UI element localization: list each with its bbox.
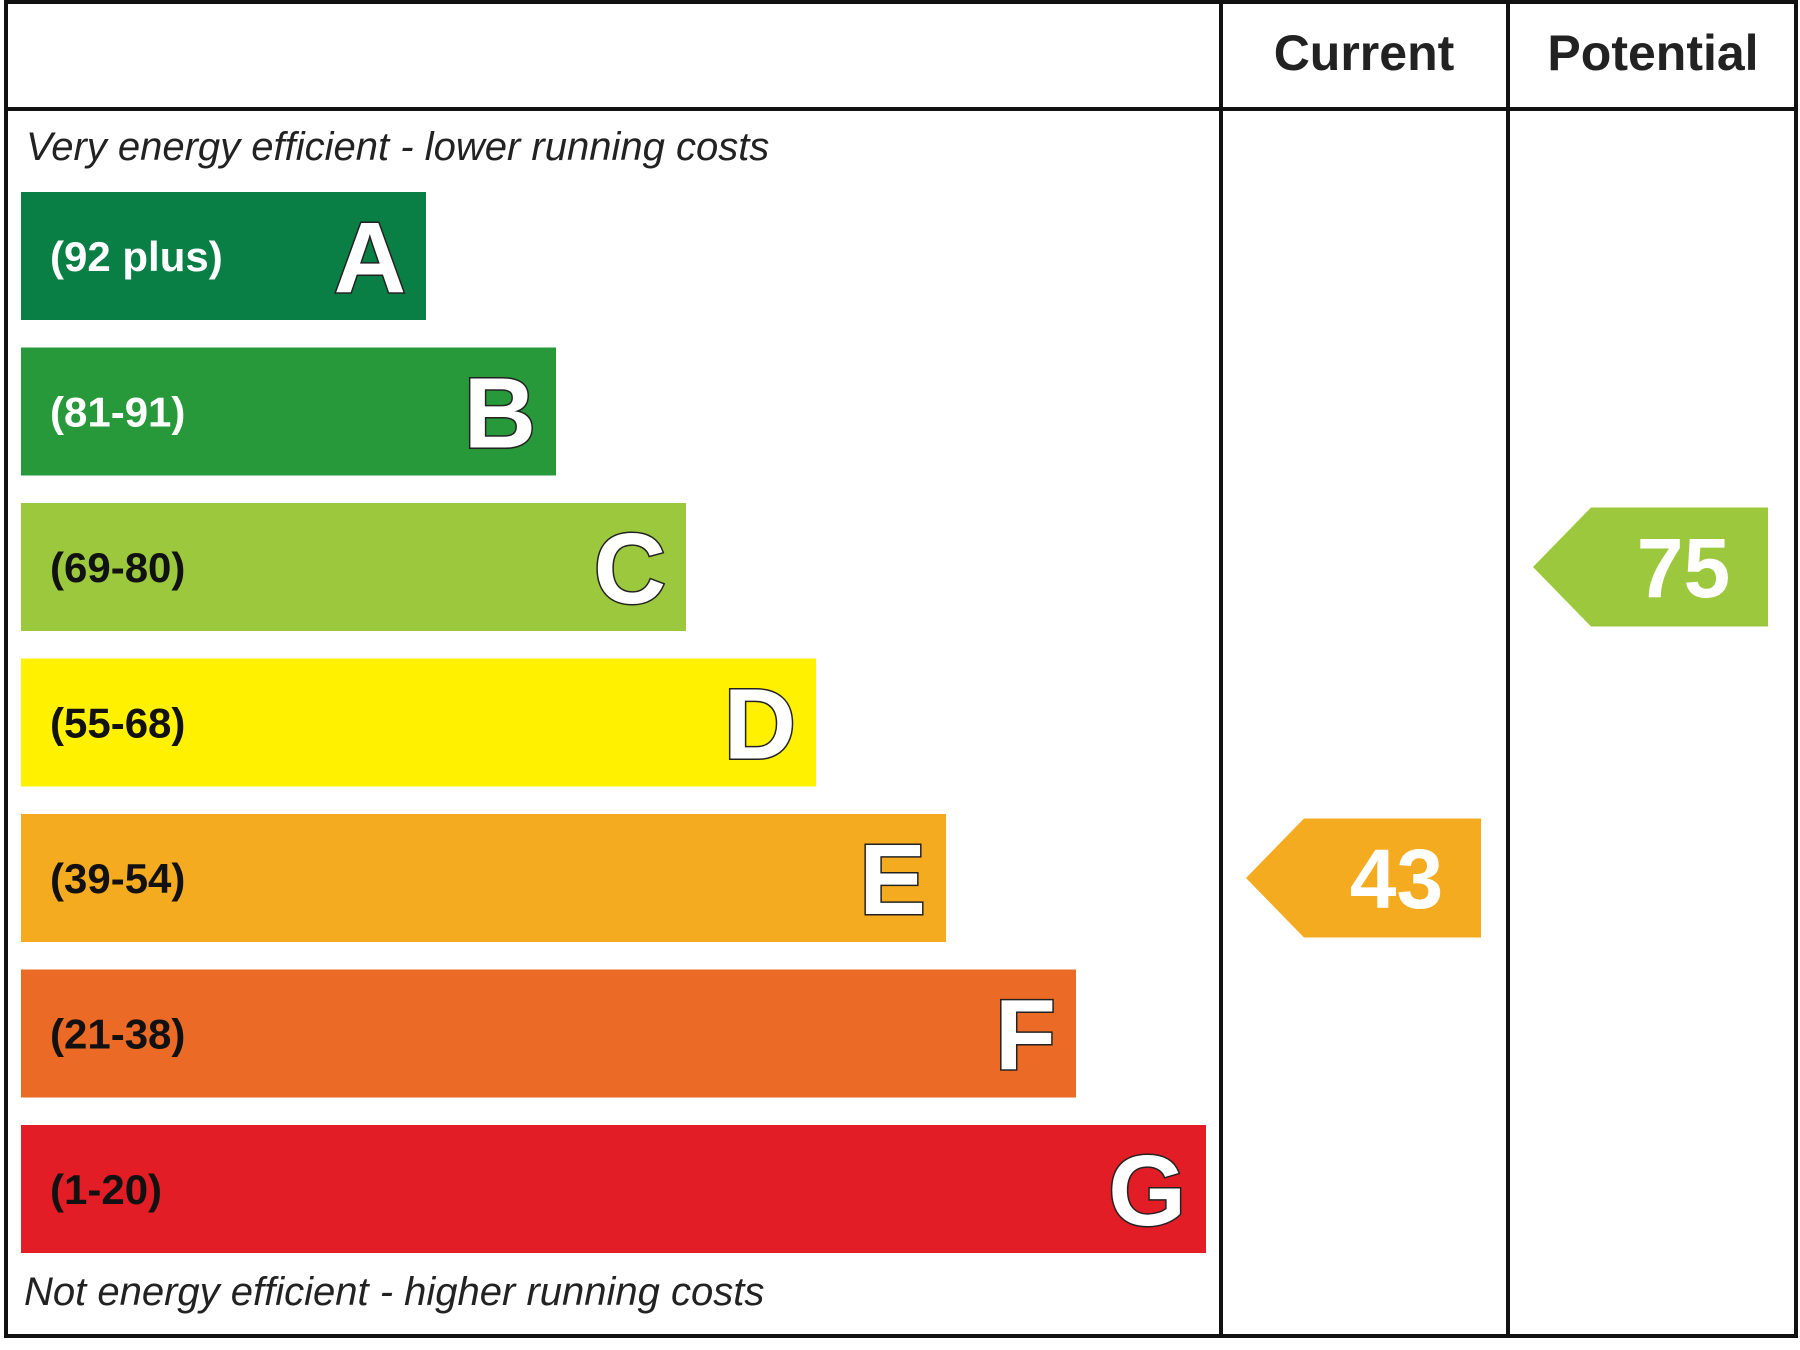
- band-range: (55-68): [50, 700, 185, 747]
- bottom-note: Not energy efficient - higher running co…: [24, 1270, 764, 1314]
- outer-border: [4, 0, 1798, 1338]
- potential-header: Potential: [1547, 25, 1758, 81]
- band-range: (81-91): [50, 389, 185, 436]
- band-bar: [21, 658, 816, 787]
- band-bar: [21, 814, 946, 942]
- band-range: (39-54): [50, 855, 185, 902]
- band-bar: [21, 347, 556, 476]
- band-letter: E: [859, 824, 926, 936]
- current-value: 43: [1350, 832, 1443, 926]
- potential-value: 75: [1637, 521, 1730, 615]
- potential-arrow: [1533, 507, 1768, 627]
- current-header: Current: [1274, 25, 1455, 81]
- band-range: (21-38): [50, 1011, 185, 1058]
- band-letter: B: [464, 358, 536, 470]
- band-bar: [21, 192, 426, 320]
- band-range: (69-80): [50, 544, 185, 591]
- band-bar: [21, 1125, 1206, 1253]
- band-letter: A: [334, 202, 406, 314]
- band-letter: G: [1108, 1135, 1186, 1247]
- band-letter: D: [724, 669, 796, 781]
- band-range: (92 plus): [50, 233, 223, 280]
- band-letter: F: [995, 980, 1056, 1092]
- band-letter: C: [594, 513, 666, 625]
- band-range: (1-20): [50, 1166, 162, 1213]
- current-arrow: [1246, 818, 1481, 938]
- band-bar: [21, 969, 1076, 1098]
- top-note: Very energy efficient - lower running co…: [26, 125, 769, 169]
- band-bar: [21, 503, 686, 631]
